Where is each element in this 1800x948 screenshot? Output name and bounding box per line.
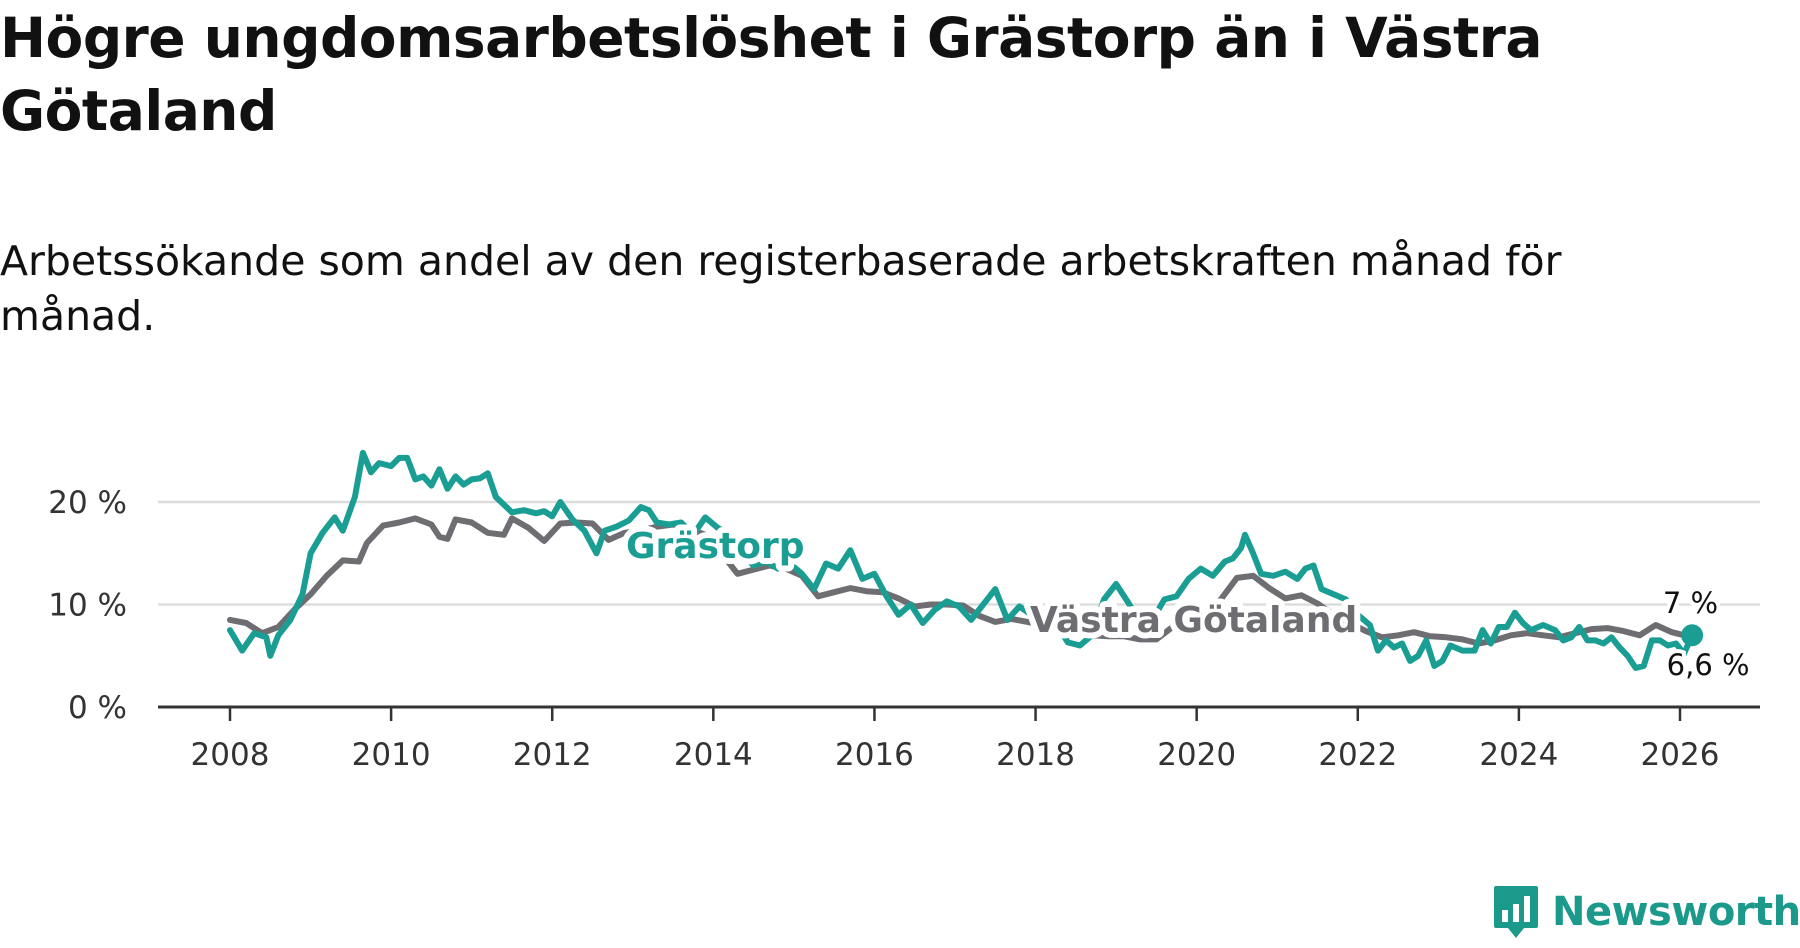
chart-title: Högre ungdomsarbetslöshet i Grästorp än … [0,6,1543,143]
end-label-grastorp: 7 % [1663,586,1718,620]
x-tick-label: 2016 [835,737,914,773]
x-tick-label: 2020 [1157,737,1236,773]
end-marker-grastorp [1681,624,1704,647]
y-tick-label: 10 % [48,588,127,624]
x-tick-label: 2008 [191,737,270,773]
series-label-vastra-gotaland: Västra Götaland [1030,600,1357,641]
series-label-grastorp: Grästorp [626,526,805,567]
brand-logo: Newsworthy [1492,884,1800,940]
y-tick-label: 20 % [48,485,127,521]
chart-subtitle: Arbetssökande som andel av den registerb… [0,237,1562,340]
x-tick-label: 2022 [1318,737,1397,773]
x-tick-label: 2024 [1479,737,1558,773]
x-tick-label: 2012 [513,737,592,773]
y-axis-ticks: 0 % 10 % 20 % [48,485,127,726]
gridlines [158,500,1760,606]
series-lines [227,449,1704,671]
x-tick-label: 2014 [674,737,753,773]
newsworthy-logo-icon [1494,886,1538,938]
series-line-grastorp [227,449,1696,671]
brand-name: Newsworthy [1552,889,1800,935]
x-tick-label: 2026 [1641,737,1720,773]
x-tick-label: 2010 [352,737,431,773]
x-axis-ticks: 2008 2010 2012 2014 2016 2018 2020 2022 2024 2026 [191,707,1720,773]
series-labels: Grästorp Västra Götaland 7 % 6,6 % [620,520,1754,686]
end-label-vastra-gotaland: 6,6 % [1667,648,1750,682]
series-line-vastra-gotaland [227,515,1700,647]
x-tick-label: 2018 [996,737,1075,773]
y-tick-label: 0 % [68,690,127,726]
